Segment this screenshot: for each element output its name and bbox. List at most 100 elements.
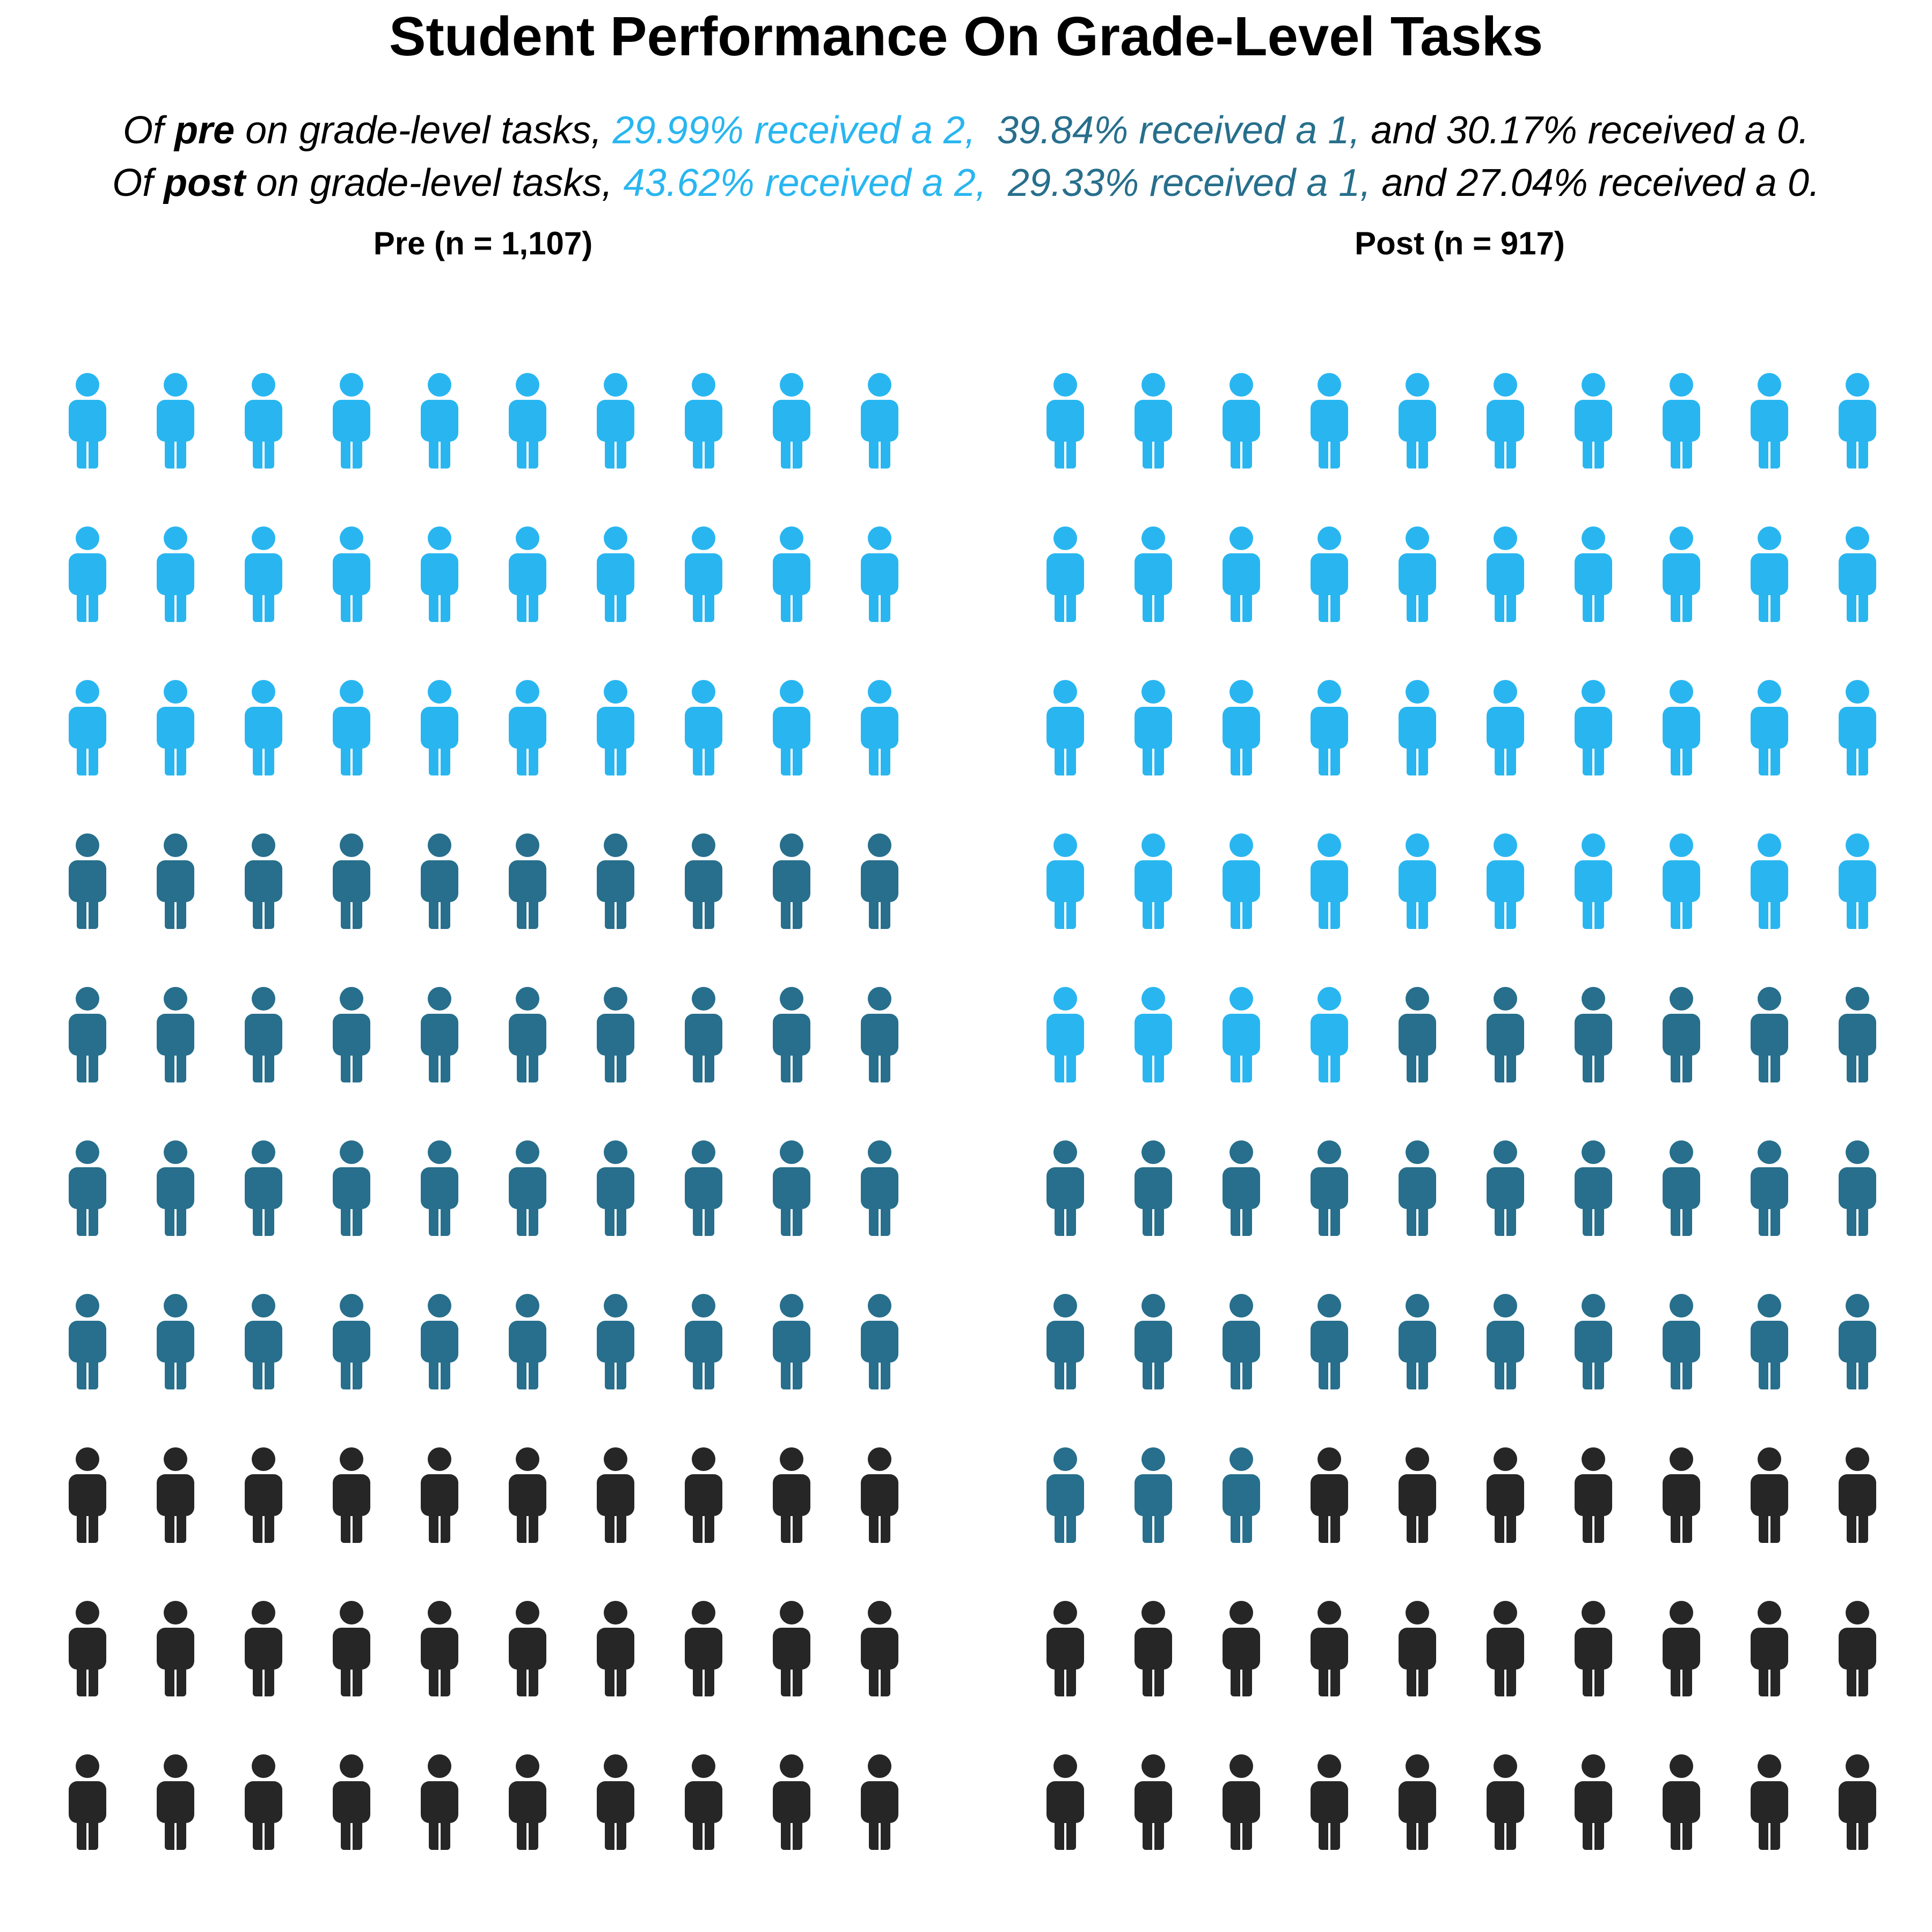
pre-person-icon-score0 [157,1601,194,1696]
pre-person-icon-score0 [509,1601,546,1696]
pre-person-icon-score0 [421,1601,458,1696]
pre-person-icon-score1 [509,1294,546,1389]
pre-person-icon-score1 [245,833,282,929]
post-person-icon-score1 [1399,987,1436,1082]
post-person-icon-score2 [1751,833,1788,929]
post-person-icon-score0 [1575,1754,1612,1850]
post-person-icon-score2 [1046,373,1084,469]
pre-person-icon-score0 [157,1754,194,1850]
post-person-icon-score2 [1223,680,1260,775]
post-person-icon-score2 [1751,373,1788,469]
post-person-icon-score2 [1487,680,1524,775]
pre-person-icon-score2 [157,526,194,622]
pre-person-icon-score2 [597,373,634,469]
pre-person-icon-score2 [509,373,546,469]
post-person-icon-score1 [1663,987,1700,1082]
pre-person-icon-score2 [157,680,194,775]
post-person-icon-score0 [1751,1447,1788,1543]
pre-person-icon-score1 [421,1140,458,1236]
post-person-icon-score2 [1751,680,1788,775]
post-person-icon-score2 [1399,833,1436,929]
pre-person-icon-score2 [421,373,458,469]
post-person-icon-score2 [1046,680,1084,775]
post-person-icon-score1 [1223,1447,1260,1543]
pre-person-icon-score1 [597,833,634,929]
post-person-icon-score2 [1839,526,1876,622]
post-person-icon-score0 [1751,1754,1788,1850]
pre-person-icon-score1 [685,1294,722,1389]
post-person-icon-score0 [1839,1754,1876,1850]
pre-person-icon-score2 [861,680,898,775]
pre-person-icon-score0 [509,1447,546,1543]
post-summary-score0: and 27.04% received a 0. [1371,162,1820,204]
pre-person-icon-score2 [685,680,722,775]
post-person-icon-score2 [1223,526,1260,622]
pre-person-icon-score0 [773,1601,810,1696]
post-person-icon-score1 [1311,1294,1348,1389]
pre-person-icon-score1 [245,987,282,1082]
pre-person-icon-score0 [861,1601,898,1696]
post-person-icon-score1 [1487,987,1524,1082]
pre-person-icon-score2 [861,526,898,622]
pre-person-icon-score2 [509,680,546,775]
post-person-icon-score2 [1311,680,1348,775]
post-person-icon-score0 [1575,1601,1612,1696]
pre-person-icon-score2 [861,373,898,469]
post-person-icon-score0 [1575,1447,1612,1543]
post-summary-middle: on grade-level tasks, [245,162,624,204]
post-summary-prefix: Of [112,162,164,204]
pre-person-icon-score1 [509,987,546,1082]
pre-person-icon-score2 [597,526,634,622]
pre-panel-label: Pre (n = 1,107) [373,225,593,261]
pre-person-icon-score2 [333,526,370,622]
pre-person-icon-score0 [509,1754,546,1850]
pre-person-icon-score1 [861,833,898,929]
pre-summary-middle: on grade-level tasks, [235,109,613,152]
pre-person-icon-score2 [333,373,370,469]
post-person-icon-score1 [1839,987,1876,1082]
pre-person-icon-score1 [685,987,722,1082]
pre-person-icon-score2 [69,526,106,622]
post-person-icon-score0 [1663,1447,1700,1543]
post-person-icon-score2 [1311,526,1348,622]
pre-person-icon-score1 [685,1140,722,1236]
post-person-icon-score0 [1223,1601,1260,1696]
post-person-icon-score1 [1575,987,1612,1082]
pre-person-icon-score1 [69,1294,106,1389]
pre-person-icon-score0 [773,1754,810,1850]
pre-summary-line: Of pre on grade-level tasks, 29.99% rece… [0,107,1932,153]
post-person-icon-score1 [1311,1140,1348,1236]
pre-summary-score0: and 30.17% received a 0. [1360,109,1809,152]
post-person-icon-score2 [1135,526,1172,622]
post-person-icon-score2 [1311,373,1348,469]
pre-person-icon-score2 [333,680,370,775]
post-person-icon-score2 [1839,833,1876,929]
post-person-icon-score0 [1135,1754,1172,1850]
post-person-icon-score1 [1839,1140,1876,1236]
pre-person-icon-score0 [597,1601,634,1696]
post-person-icon-score2 [1575,373,1612,469]
post-person-icon-score0 [1311,1754,1348,1850]
post-person-icon-score1 [1751,1140,1788,1236]
post-person-icon-score1 [1135,1140,1172,1236]
pre-person-icon-score1 [157,833,194,929]
post-person-icon-score1 [1135,1294,1172,1389]
post-person-icon-score0 [1046,1754,1084,1850]
post-person-icon-score1 [1575,1140,1612,1236]
pre-person-icon-score2 [597,680,634,775]
pre-person-icon-score0 [245,1601,282,1696]
post-person-icon-score0 [1311,1601,1348,1696]
post-person-icon-score2 [1575,526,1612,622]
pre-person-icon-score1 [157,1294,194,1389]
pre-person-icon-score2 [245,680,282,775]
post-person-icon-score2 [1311,987,1348,1082]
post-person-icon-score2 [1663,680,1700,775]
post-person-icon-score2 [1399,680,1436,775]
post-person-icon-score2 [1399,526,1436,622]
post-person-icon-score1 [1751,1294,1788,1389]
pre-person-icon-score1 [509,833,546,929]
post-panel-label: Post (n = 917) [1355,225,1565,261]
pre-person-icon-score2 [685,526,722,622]
post-person-icon-score2 [1135,373,1172,469]
pre-person-icon-score1 [773,833,810,929]
